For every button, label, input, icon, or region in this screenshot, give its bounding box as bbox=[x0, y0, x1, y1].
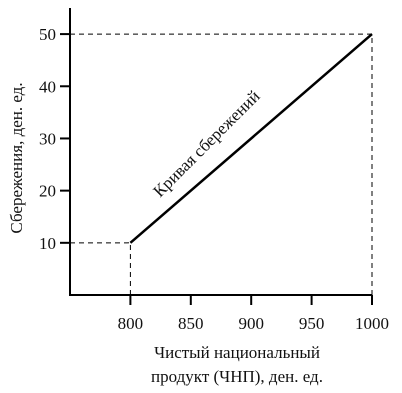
y-tick-label-10: 10 bbox=[39, 234, 56, 253]
x-ticks: 800 850 900 950 1000 bbox=[118, 295, 389, 333]
y-tick-label-30: 30 bbox=[39, 129, 56, 148]
axes bbox=[69, 8, 372, 296]
x-tick-label-850: 850 bbox=[178, 314, 204, 333]
y-ticks: 10 20 30 40 50 bbox=[39, 25, 70, 253]
y-tick-label-50: 50 bbox=[39, 25, 56, 44]
x-tick-label-800: 800 bbox=[118, 314, 144, 333]
x-tick-label-1000: 1000 bbox=[355, 314, 389, 333]
x-axis-title-line-1: Чистый национальный bbox=[154, 343, 320, 362]
y-tick-label-40: 40 bbox=[39, 77, 56, 96]
reference-lines bbox=[70, 33, 373, 295]
x-tick-label-900: 900 bbox=[238, 314, 264, 333]
y-axis-title: Сбережения, ден. ед. bbox=[7, 82, 26, 233]
series bbox=[129, 33, 373, 244]
savings-curve-line bbox=[129, 33, 373, 244]
x-axis-title-line-2: продукт (ЧНП), ден. ед. bbox=[151, 367, 323, 386]
x-tick-label-950: 950 bbox=[299, 314, 325, 333]
y-tick-label-20: 20 bbox=[39, 182, 56, 201]
